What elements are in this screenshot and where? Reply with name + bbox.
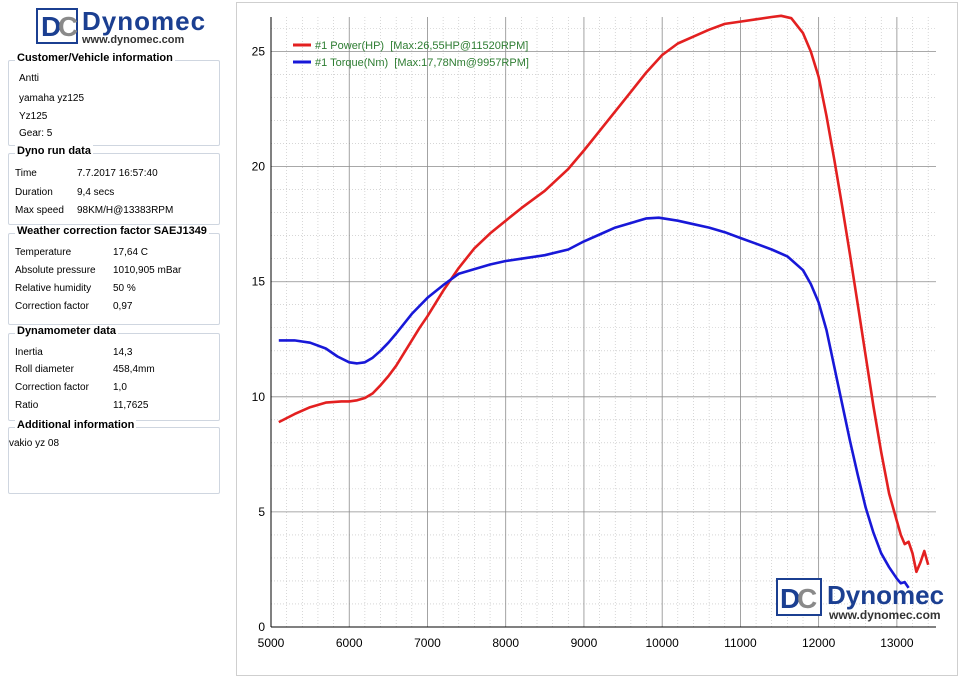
y-tick-label: 10 xyxy=(252,390,266,404)
group-title: Additional information xyxy=(15,419,137,431)
weather-correction-group: Weather correction factor SAEJ1349 Tempe… xyxy=(8,225,220,325)
x-tick-label: 12000 xyxy=(802,636,836,650)
x-tick-label: 10000 xyxy=(645,636,679,650)
logo-url: www.dynomec.com xyxy=(82,34,185,46)
dyno-chart: 5000 6000 7000 8000 9000 10000 11000 12000 13000… xyxy=(252,14,944,650)
watermark-logo-box xyxy=(776,578,822,616)
group-title: Dyno run data xyxy=(15,145,93,157)
vehicle-model: Yz125 xyxy=(19,111,48,122)
weather-row-correction: Correction factor 0,97 xyxy=(15,301,133,312)
watermark-name: Dynomec xyxy=(827,580,944,610)
legend-entry: #1 Torque(Nm) [Max:17,78Nm@9957RPM] xyxy=(315,57,529,69)
vehicle-gear: Gear: 5 xyxy=(19,128,53,139)
logo-name: Dynomec xyxy=(82,6,207,36)
dyno-run-group: Dyno run data Time 7.7.2017 16:57:40 Dura… xyxy=(8,145,220,225)
x-tick-label: 13000 xyxy=(880,636,914,650)
watermark-letter-c: C xyxy=(797,583,817,614)
power-series-line xyxy=(278,14,930,574)
y-tick-label: 25 xyxy=(252,45,266,59)
watermark-letter-d: D xyxy=(780,583,800,614)
dyno-row-roll-diameter: Roll diameter 458,4mm xyxy=(15,364,155,375)
group-title: Customer/Vehicle information xyxy=(15,52,175,64)
x-tick-label: 7000 xyxy=(414,636,441,650)
x-tick-label: 6000 xyxy=(336,636,363,650)
y-tick-label: 20 xyxy=(252,160,266,174)
vehicle-make: yamaha yz125 xyxy=(19,93,85,104)
weather-row-temperature: Temperature 17,64 C xyxy=(15,247,149,258)
dyno-row-ratio: Ratio 11,7625 xyxy=(15,400,149,411)
run-row-duration: Duration 9,4 secs xyxy=(15,187,115,198)
x-tick-label: 5000 xyxy=(258,636,285,650)
watermark-url: www.dynomec.com xyxy=(828,608,941,622)
dyno-row-correction: Correction factor 1,0 xyxy=(15,382,127,393)
y-tick-label: 5 xyxy=(258,505,265,519)
customer-name: Antti xyxy=(19,73,40,84)
chart-frame: 5000 6000 7000 8000 9000 10000 11000 12000 13000… xyxy=(236,2,958,676)
run-row-time: Time 7.7.2017 16:57:40 xyxy=(15,168,158,179)
weather-row-humidity: Relative humidity 50 % xyxy=(15,283,136,294)
x-tick-label: 8000 xyxy=(492,636,519,650)
group-title: Dynamometer data xyxy=(15,325,119,337)
torque-series-line xyxy=(278,216,910,589)
dyno-row-inertia: Inertia 14,3 xyxy=(15,347,133,358)
group-title: Weather correction factor SAEJ1349 xyxy=(15,225,209,237)
logo-letter-d: D xyxy=(41,11,61,42)
logo-letter-c: C xyxy=(58,11,79,42)
y-tick-label: 0 xyxy=(258,620,265,634)
legend-entry: #1 Power(HP) [Max:26,55HP@11520RPM] xyxy=(315,40,528,52)
dynamometer-group: Dynamometer data Inertia 14,3 Roll diamet… xyxy=(8,325,220,421)
additional-info-group: Additional information vakio yz 08 xyxy=(8,419,220,494)
run-row-max-speed: Max speed 98KM/H@13383RPM xyxy=(15,205,174,216)
x-tick-label: 9000 xyxy=(571,636,598,650)
customer-vehicle-group: Customer/Vehicle information Antti yamah… xyxy=(8,52,220,146)
weather-row-pressure: Absolute pressure 1010,905 mBar xyxy=(15,265,182,276)
x-tick-label: 11000 xyxy=(724,636,757,650)
y-tick-label: 15 xyxy=(252,275,266,289)
additional-info-text: vakio yz 08 xyxy=(9,438,60,449)
